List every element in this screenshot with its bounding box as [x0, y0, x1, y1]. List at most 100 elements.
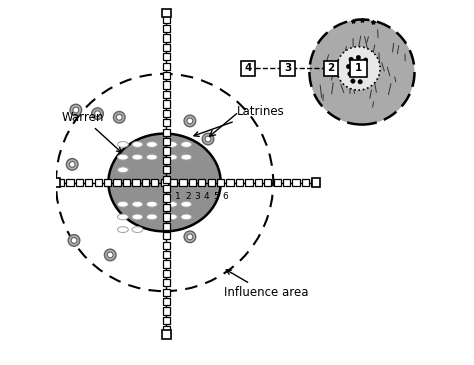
- Bar: [163, 176, 170, 183]
- Bar: [163, 270, 170, 277]
- Bar: [179, 179, 187, 186]
- Bar: [163, 242, 170, 249]
- Text: 2: 2: [328, 64, 335, 73]
- Bar: [350, 60, 367, 77]
- Ellipse shape: [132, 227, 143, 233]
- Ellipse shape: [118, 214, 128, 220]
- Circle shape: [354, 64, 358, 68]
- Circle shape: [358, 80, 362, 84]
- Bar: [292, 179, 300, 186]
- Text: 4: 4: [244, 64, 252, 73]
- Ellipse shape: [166, 142, 177, 147]
- Ellipse shape: [132, 201, 143, 207]
- Bar: [132, 179, 139, 186]
- Bar: [57, 179, 64, 186]
- Circle shape: [348, 72, 352, 76]
- Bar: [163, 166, 170, 173]
- Bar: [163, 110, 170, 117]
- Bar: [241, 61, 255, 76]
- Text: Latrines: Latrines: [194, 105, 285, 137]
- Bar: [163, 251, 170, 258]
- Bar: [52, 178, 60, 187]
- Circle shape: [73, 107, 79, 113]
- Bar: [198, 179, 206, 186]
- Bar: [217, 179, 224, 186]
- Bar: [264, 179, 272, 186]
- Bar: [170, 179, 177, 186]
- Bar: [163, 307, 170, 315]
- Bar: [163, 128, 170, 136]
- Bar: [163, 185, 170, 192]
- Circle shape: [184, 115, 196, 127]
- Circle shape: [104, 249, 116, 261]
- Text: Influence area: Influence area: [224, 270, 308, 299]
- Circle shape: [187, 118, 193, 124]
- Ellipse shape: [132, 154, 143, 160]
- Bar: [163, 44, 170, 51]
- Text: Warren: Warren: [62, 111, 121, 153]
- Bar: [85, 179, 92, 186]
- Circle shape: [362, 72, 367, 77]
- Circle shape: [71, 238, 77, 243]
- Bar: [227, 179, 234, 186]
- Text: 5: 5: [213, 192, 219, 200]
- Ellipse shape: [181, 201, 191, 207]
- Circle shape: [66, 159, 78, 170]
- Bar: [163, 298, 170, 305]
- Bar: [236, 179, 243, 186]
- Circle shape: [70, 104, 82, 116]
- Text: 6: 6: [222, 192, 228, 200]
- Text: 1: 1: [175, 192, 181, 200]
- Text: 4: 4: [204, 192, 210, 200]
- Bar: [104, 179, 111, 186]
- Bar: [163, 16, 170, 23]
- Ellipse shape: [118, 201, 128, 207]
- Ellipse shape: [132, 142, 143, 147]
- Circle shape: [184, 231, 196, 243]
- Ellipse shape: [181, 214, 191, 220]
- Circle shape: [202, 133, 214, 145]
- Bar: [311, 178, 320, 187]
- Bar: [162, 330, 171, 339]
- Bar: [283, 179, 290, 186]
- Bar: [66, 179, 73, 186]
- Bar: [123, 179, 130, 186]
- Ellipse shape: [146, 154, 157, 160]
- Circle shape: [337, 47, 380, 90]
- Bar: [163, 204, 170, 211]
- Circle shape: [356, 55, 361, 60]
- Bar: [163, 34, 170, 42]
- Circle shape: [69, 161, 75, 167]
- Bar: [163, 317, 170, 324]
- Bar: [163, 25, 170, 32]
- Bar: [163, 147, 170, 155]
- Bar: [113, 179, 121, 186]
- Bar: [208, 179, 215, 186]
- Bar: [246, 179, 253, 186]
- Circle shape: [117, 114, 122, 120]
- Bar: [163, 100, 170, 108]
- Bar: [163, 157, 170, 164]
- Ellipse shape: [109, 134, 221, 231]
- Bar: [163, 289, 170, 296]
- Circle shape: [107, 252, 113, 258]
- Text: 2: 2: [185, 192, 191, 200]
- Ellipse shape: [118, 142, 128, 147]
- Circle shape: [351, 79, 355, 83]
- Bar: [142, 179, 149, 186]
- Text: 1: 1: [355, 64, 362, 73]
- Circle shape: [205, 136, 211, 142]
- Ellipse shape: [118, 154, 128, 160]
- Bar: [163, 326, 170, 334]
- Bar: [302, 179, 309, 186]
- Circle shape: [68, 235, 80, 246]
- Bar: [163, 138, 170, 145]
- Ellipse shape: [146, 214, 157, 220]
- Bar: [163, 279, 170, 287]
- Circle shape: [362, 64, 366, 69]
- Circle shape: [92, 108, 103, 119]
- Ellipse shape: [132, 214, 143, 220]
- Bar: [161, 179, 168, 186]
- Bar: [163, 53, 170, 61]
- Ellipse shape: [118, 227, 128, 233]
